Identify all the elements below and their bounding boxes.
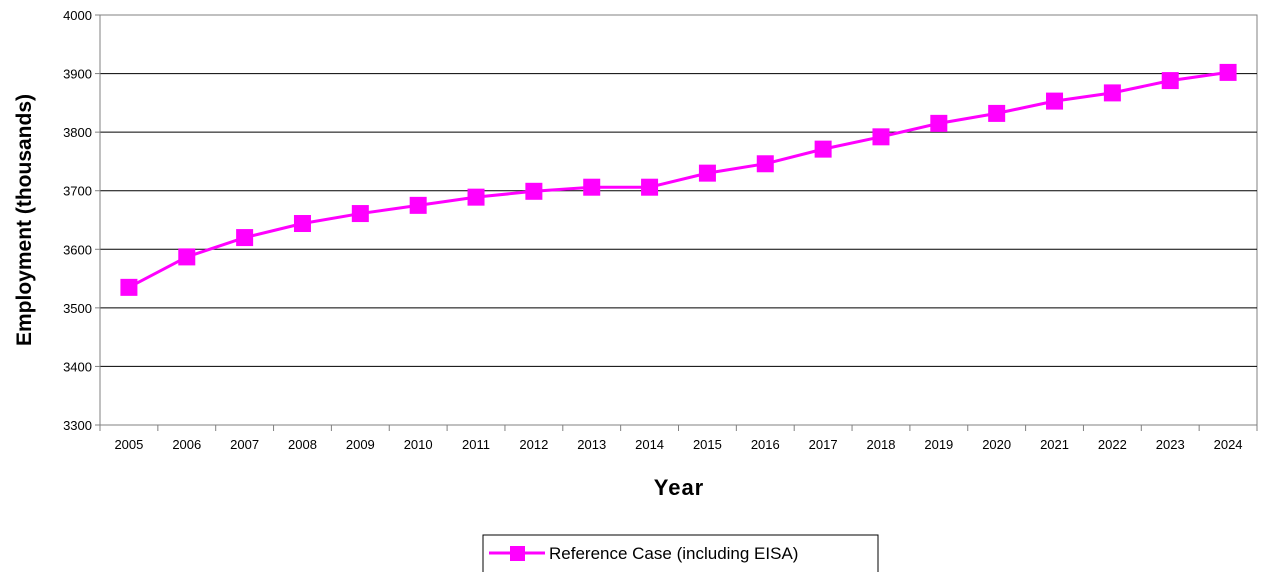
x-tick-label: 2024 bbox=[1214, 437, 1243, 452]
y-tick-label: 4000 bbox=[63, 8, 92, 23]
legend-label: Reference Case (including EISA) bbox=[549, 544, 798, 563]
y-tick-label: 3900 bbox=[63, 67, 92, 82]
x-tick-label: 2020 bbox=[982, 437, 1011, 452]
x-tick-label: 2006 bbox=[172, 437, 201, 452]
x-tick-label: 2011 bbox=[462, 437, 490, 452]
data-point-2014 bbox=[641, 178, 659, 196]
data-point-2024 bbox=[1219, 63, 1237, 81]
x-axis: 2005 2006 2007 2008 2009 2010 2011 2012 2013 2014… bbox=[99, 424, 1258, 452]
data-point-2009 bbox=[351, 205, 369, 223]
data-point-2015 bbox=[698, 164, 716, 182]
data-point-2011 bbox=[467, 188, 485, 206]
series-line bbox=[128, 70, 1229, 289]
data-point-2007 bbox=[236, 229, 254, 247]
x-tick-label: 2017 bbox=[809, 437, 838, 452]
x-tick-label: 2019 bbox=[924, 437, 953, 452]
x-tick-label: 2007 bbox=[230, 437, 259, 452]
data-point-2018 bbox=[872, 128, 890, 146]
y-tick-label: 3400 bbox=[63, 359, 92, 374]
x-tick-label: 2013 bbox=[577, 437, 606, 452]
data-point-2016 bbox=[756, 155, 774, 173]
data-point-2006 bbox=[178, 248, 196, 266]
legend-marker-swatch bbox=[510, 546, 525, 561]
grid-lines bbox=[100, 73, 1257, 367]
x-axis-title: Year bbox=[654, 475, 705, 500]
data-point-2022 bbox=[1103, 84, 1121, 102]
data-point-2023 bbox=[1161, 72, 1179, 90]
y-tick-label: 3700 bbox=[63, 184, 92, 199]
data-point-2012 bbox=[525, 182, 543, 200]
series-layer bbox=[120, 63, 1237, 296]
y-tick-label: 3600 bbox=[63, 242, 92, 257]
x-tick-label: 2010 bbox=[404, 437, 433, 452]
x-tick-label: 2014 bbox=[635, 437, 664, 452]
x-tick-label: 2022 bbox=[1098, 437, 1127, 452]
legend: Reference Case (including EISA) bbox=[482, 534, 879, 572]
x-tick-label: 2015 bbox=[693, 437, 722, 452]
data-point-2008 bbox=[293, 215, 311, 233]
x-tick-label: 2021 bbox=[1040, 437, 1069, 452]
x-tick-label: 2012 bbox=[519, 437, 548, 452]
data-point-2021 bbox=[1046, 92, 1064, 110]
data-point-2019 bbox=[930, 114, 948, 132]
x-tick-label: 2005 bbox=[114, 437, 143, 452]
y-tick-label: 3800 bbox=[63, 125, 92, 140]
y-tick-label: 3500 bbox=[63, 301, 92, 316]
x-tick-label: 2008 bbox=[288, 437, 317, 452]
data-point-2017 bbox=[814, 140, 832, 158]
x-tick-label: 2009 bbox=[346, 437, 375, 452]
plot-area bbox=[99, 14, 1258, 426]
data-point-2010 bbox=[409, 196, 427, 214]
legend-box bbox=[482, 534, 879, 572]
x-tick-label: 2018 bbox=[867, 437, 896, 452]
data-point-2020 bbox=[988, 104, 1006, 122]
y-axis-title: Employment (thousands) bbox=[13, 94, 36, 346]
data-point-2013 bbox=[583, 178, 601, 196]
y-tick-label: 3300 bbox=[63, 418, 92, 433]
y-axis: 3300 3400 3500 3600 3700 3800 3900 4000 bbox=[63, 8, 101, 433]
x-tick-label: 2023 bbox=[1156, 437, 1185, 452]
data-point-2005 bbox=[120, 278, 138, 296]
x-tick-label: 2016 bbox=[751, 437, 780, 452]
